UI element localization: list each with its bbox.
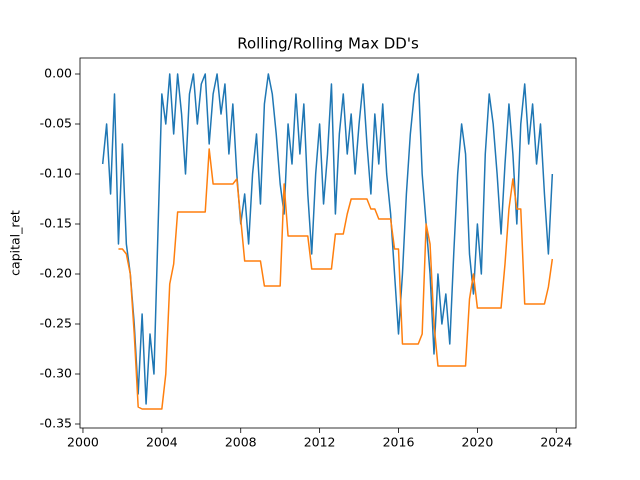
y-tick-label: 0.00	[44, 66, 72, 81]
x-tick-label: 2024	[540, 435, 572, 450]
x-tick-label: 2016	[383, 435, 415, 450]
x-tick-label: 2000	[67, 435, 99, 450]
y-tick-label: -0.10	[40, 166, 72, 181]
y-tick-label: -0.25	[40, 316, 72, 331]
x-tick-label: 2020	[461, 435, 493, 450]
y-tick-label: -0.20	[40, 266, 72, 281]
y-tick-label: -0.35	[40, 416, 72, 431]
x-tick-label: 2012	[304, 435, 336, 450]
line	[101, 73, 554, 405]
line	[118, 148, 554, 410]
x-tick-label: 2008	[225, 435, 257, 450]
y-axis-label: capital_ret	[8, 210, 23, 276]
y-tick-label: -0.15	[40, 216, 72, 231]
y-tick-label: -0.05	[40, 116, 72, 131]
x-tick-label: 2004	[146, 435, 178, 450]
plot-frame	[79, 57, 577, 429]
y-tick-label: -0.30	[40, 366, 72, 381]
chart-title: Rolling/Rolling Max DD's	[237, 35, 419, 53]
